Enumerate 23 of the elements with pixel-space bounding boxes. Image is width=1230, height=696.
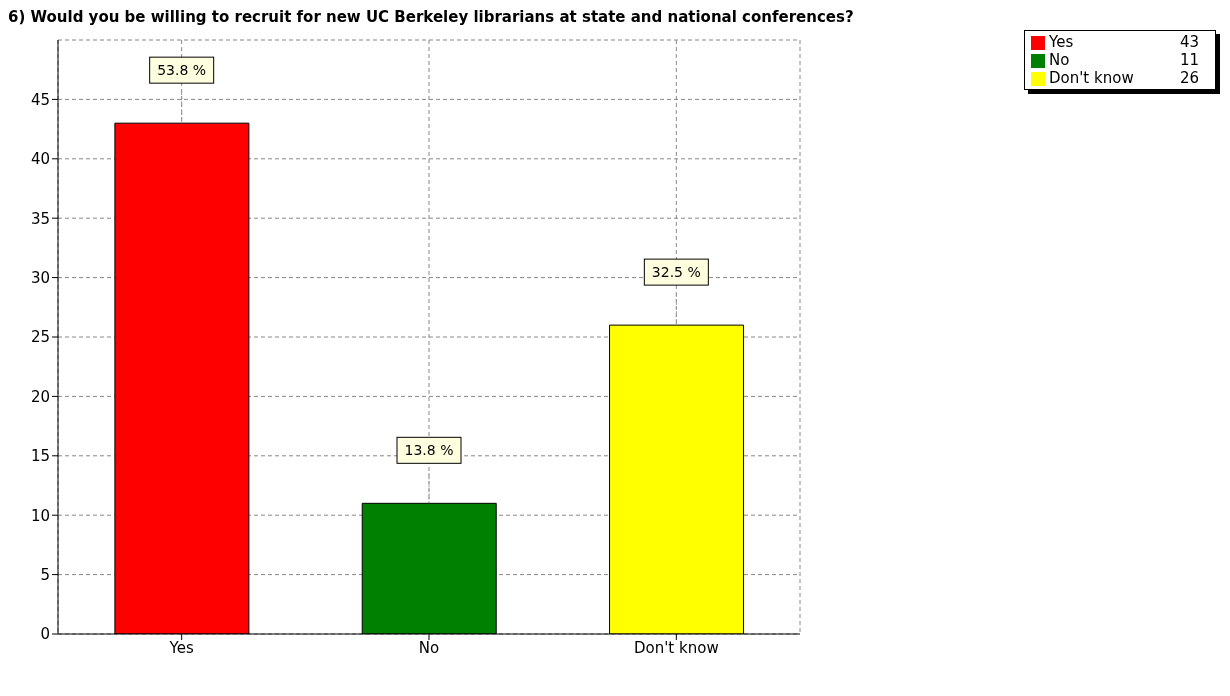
annotation: 13.8 % xyxy=(404,442,454,459)
y-tick-label: 25 xyxy=(30,328,50,347)
x-tick-label: Don't know xyxy=(634,638,719,657)
text: 26 xyxy=(1179,69,1199,87)
y-tick-label: 15 xyxy=(30,447,50,466)
legend-label: No xyxy=(1049,51,1070,69)
y-tick-label: 10 xyxy=(30,506,50,525)
y-tick-label: 20 xyxy=(30,387,50,406)
y-tick-label: 5 xyxy=(40,565,50,584)
annotation: 53.8 % xyxy=(157,62,207,79)
annotation: 32.5 % xyxy=(651,264,701,281)
y-tick-label: 0 xyxy=(40,625,50,644)
y-tick-label: 45 xyxy=(30,90,50,109)
x-tick-label: No xyxy=(418,638,440,657)
legend-label: Don't know xyxy=(1049,69,1134,87)
x-tick-label: Yes xyxy=(168,638,194,657)
y-tick-label: 40 xyxy=(30,150,50,169)
y-tick-label: 30 xyxy=(30,268,50,287)
chart-title: 6) Would you be willing to recruit for new UC Berkeley librarians at state and national conferences? xyxy=(8,8,855,28)
text: 43 xyxy=(1179,33,1199,51)
text: 11 xyxy=(1179,51,1199,69)
legend-label: Yes xyxy=(1049,33,1074,51)
y-tick-label: 35 xyxy=(30,209,50,228)
